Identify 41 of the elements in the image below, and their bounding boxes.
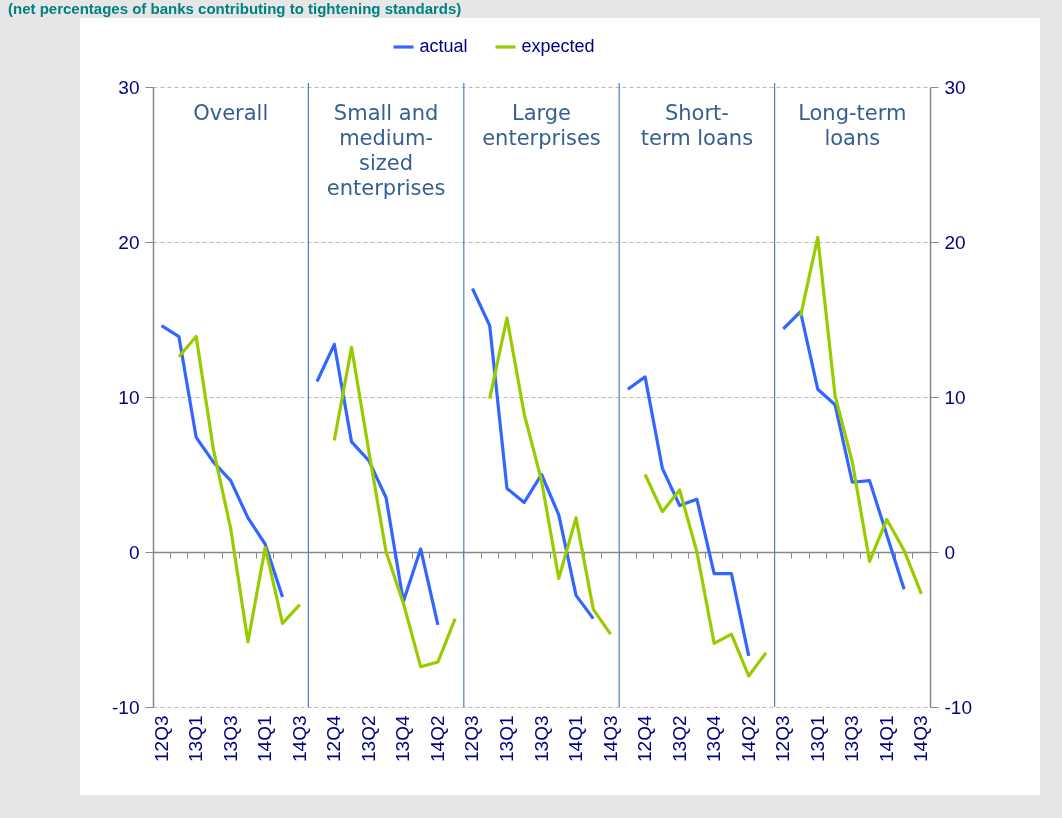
x-tick-label: 14Q3	[599, 715, 621, 762]
y2-tick-label: 0	[944, 541, 956, 563]
y-tick-label: 30	[118, 76, 140, 98]
y-tick-label: 0	[128, 541, 140, 563]
y2-tick-label: 20	[944, 231, 966, 253]
x-tick-label: 13Q1	[185, 715, 207, 762]
annotation: Long-term loans	[798, 101, 907, 150]
x-tick-label: 14Q2	[426, 715, 448, 762]
annotation: Large enterprises	[482, 101, 601, 150]
y2-tick-label: 30	[944, 76, 966, 98]
x-tick-label: 13Q3	[530, 715, 552, 762]
x-tick-label: 13Q2	[357, 715, 379, 762]
x-tick-label: 14Q1	[254, 715, 276, 762]
y-tick-label: -10	[112, 696, 140, 718]
legend-label: expected	[521, 36, 595, 56]
x-tick-label: 12Q3	[150, 715, 172, 762]
x-tick-label: 13Q4	[703, 715, 725, 762]
y-tick-label: 10	[118, 386, 140, 408]
x-tick-label: 14Q2	[737, 715, 759, 762]
x-tick-label: 12Q3	[461, 715, 483, 762]
legend-label: actual	[419, 36, 468, 56]
annotation: Small and medium- sized enterprises	[326, 101, 446, 200]
y2-tick-label: -10	[944, 696, 972, 718]
y-tick-label: 20	[118, 231, 140, 253]
x-tick-label: 13Q1	[806, 715, 828, 762]
x-tick-label: 14Q3	[910, 715, 932, 762]
x-tick-label: 13Q1	[495, 715, 517, 762]
x-tick-label: 14Q1	[875, 715, 897, 762]
x-tick-label: 12Q3	[772, 715, 794, 762]
chart-title: (net percentages of banks contributing to tightening standards)	[8, 0, 462, 17]
y2-tick-label: 10	[944, 386, 966, 408]
x-tick-label: 12Q4	[634, 715, 656, 762]
x-tick-label: 13Q3	[841, 715, 863, 762]
annotation: Short- term loans	[640, 101, 754, 150]
x-tick-label: 14Q3	[288, 715, 310, 762]
x-tick-label: 13Q3	[219, 715, 241, 762]
annotation: Overall	[193, 101, 269, 125]
x-tick-label: 12Q4	[323, 715, 345, 762]
x-tick-label: 14Q1	[565, 715, 587, 762]
x-tick-label: 13Q4	[392, 715, 414, 762]
x-tick-label: 13Q2	[668, 715, 690, 762]
